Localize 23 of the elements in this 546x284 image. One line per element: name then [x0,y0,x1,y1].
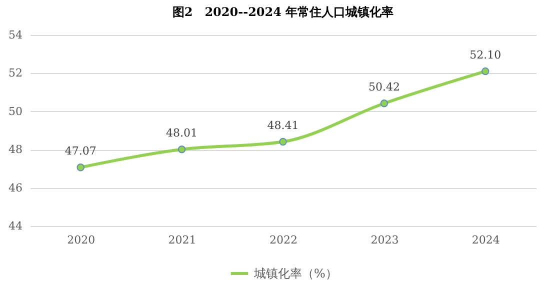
data-label: 52.10 [470,48,502,62]
point [178,146,186,154]
point [482,67,490,76]
y-tick-label: 52 [8,66,22,80]
data-label: 48.01 [166,126,198,140]
data-label: 48.41 [267,118,299,132]
legend-label: 城镇化率（%） [253,266,338,280]
data-label: 47.07 [64,144,96,158]
y-tick-label: 50 [8,104,22,118]
y-tick-label: 54 [8,28,22,42]
y-tick-label: 46 [8,181,22,194]
point [76,164,84,172]
x-tick-label: 2021 [168,234,196,246]
point [279,138,287,146]
y-tick-label: 44 [8,220,22,232]
x-tick-label: 2020 [67,234,96,246]
chart-title: 图2 2020--2024 年常住人口城镇化率 [172,5,394,19]
y-tick-label: 48 [8,143,22,156]
x-tick-label: 2024 [472,234,500,246]
x-tick-label: 2022 [270,234,298,246]
point [380,100,388,108]
data-label: 50.42 [368,80,400,94]
x-tick-label: 2023 [370,234,399,246]
